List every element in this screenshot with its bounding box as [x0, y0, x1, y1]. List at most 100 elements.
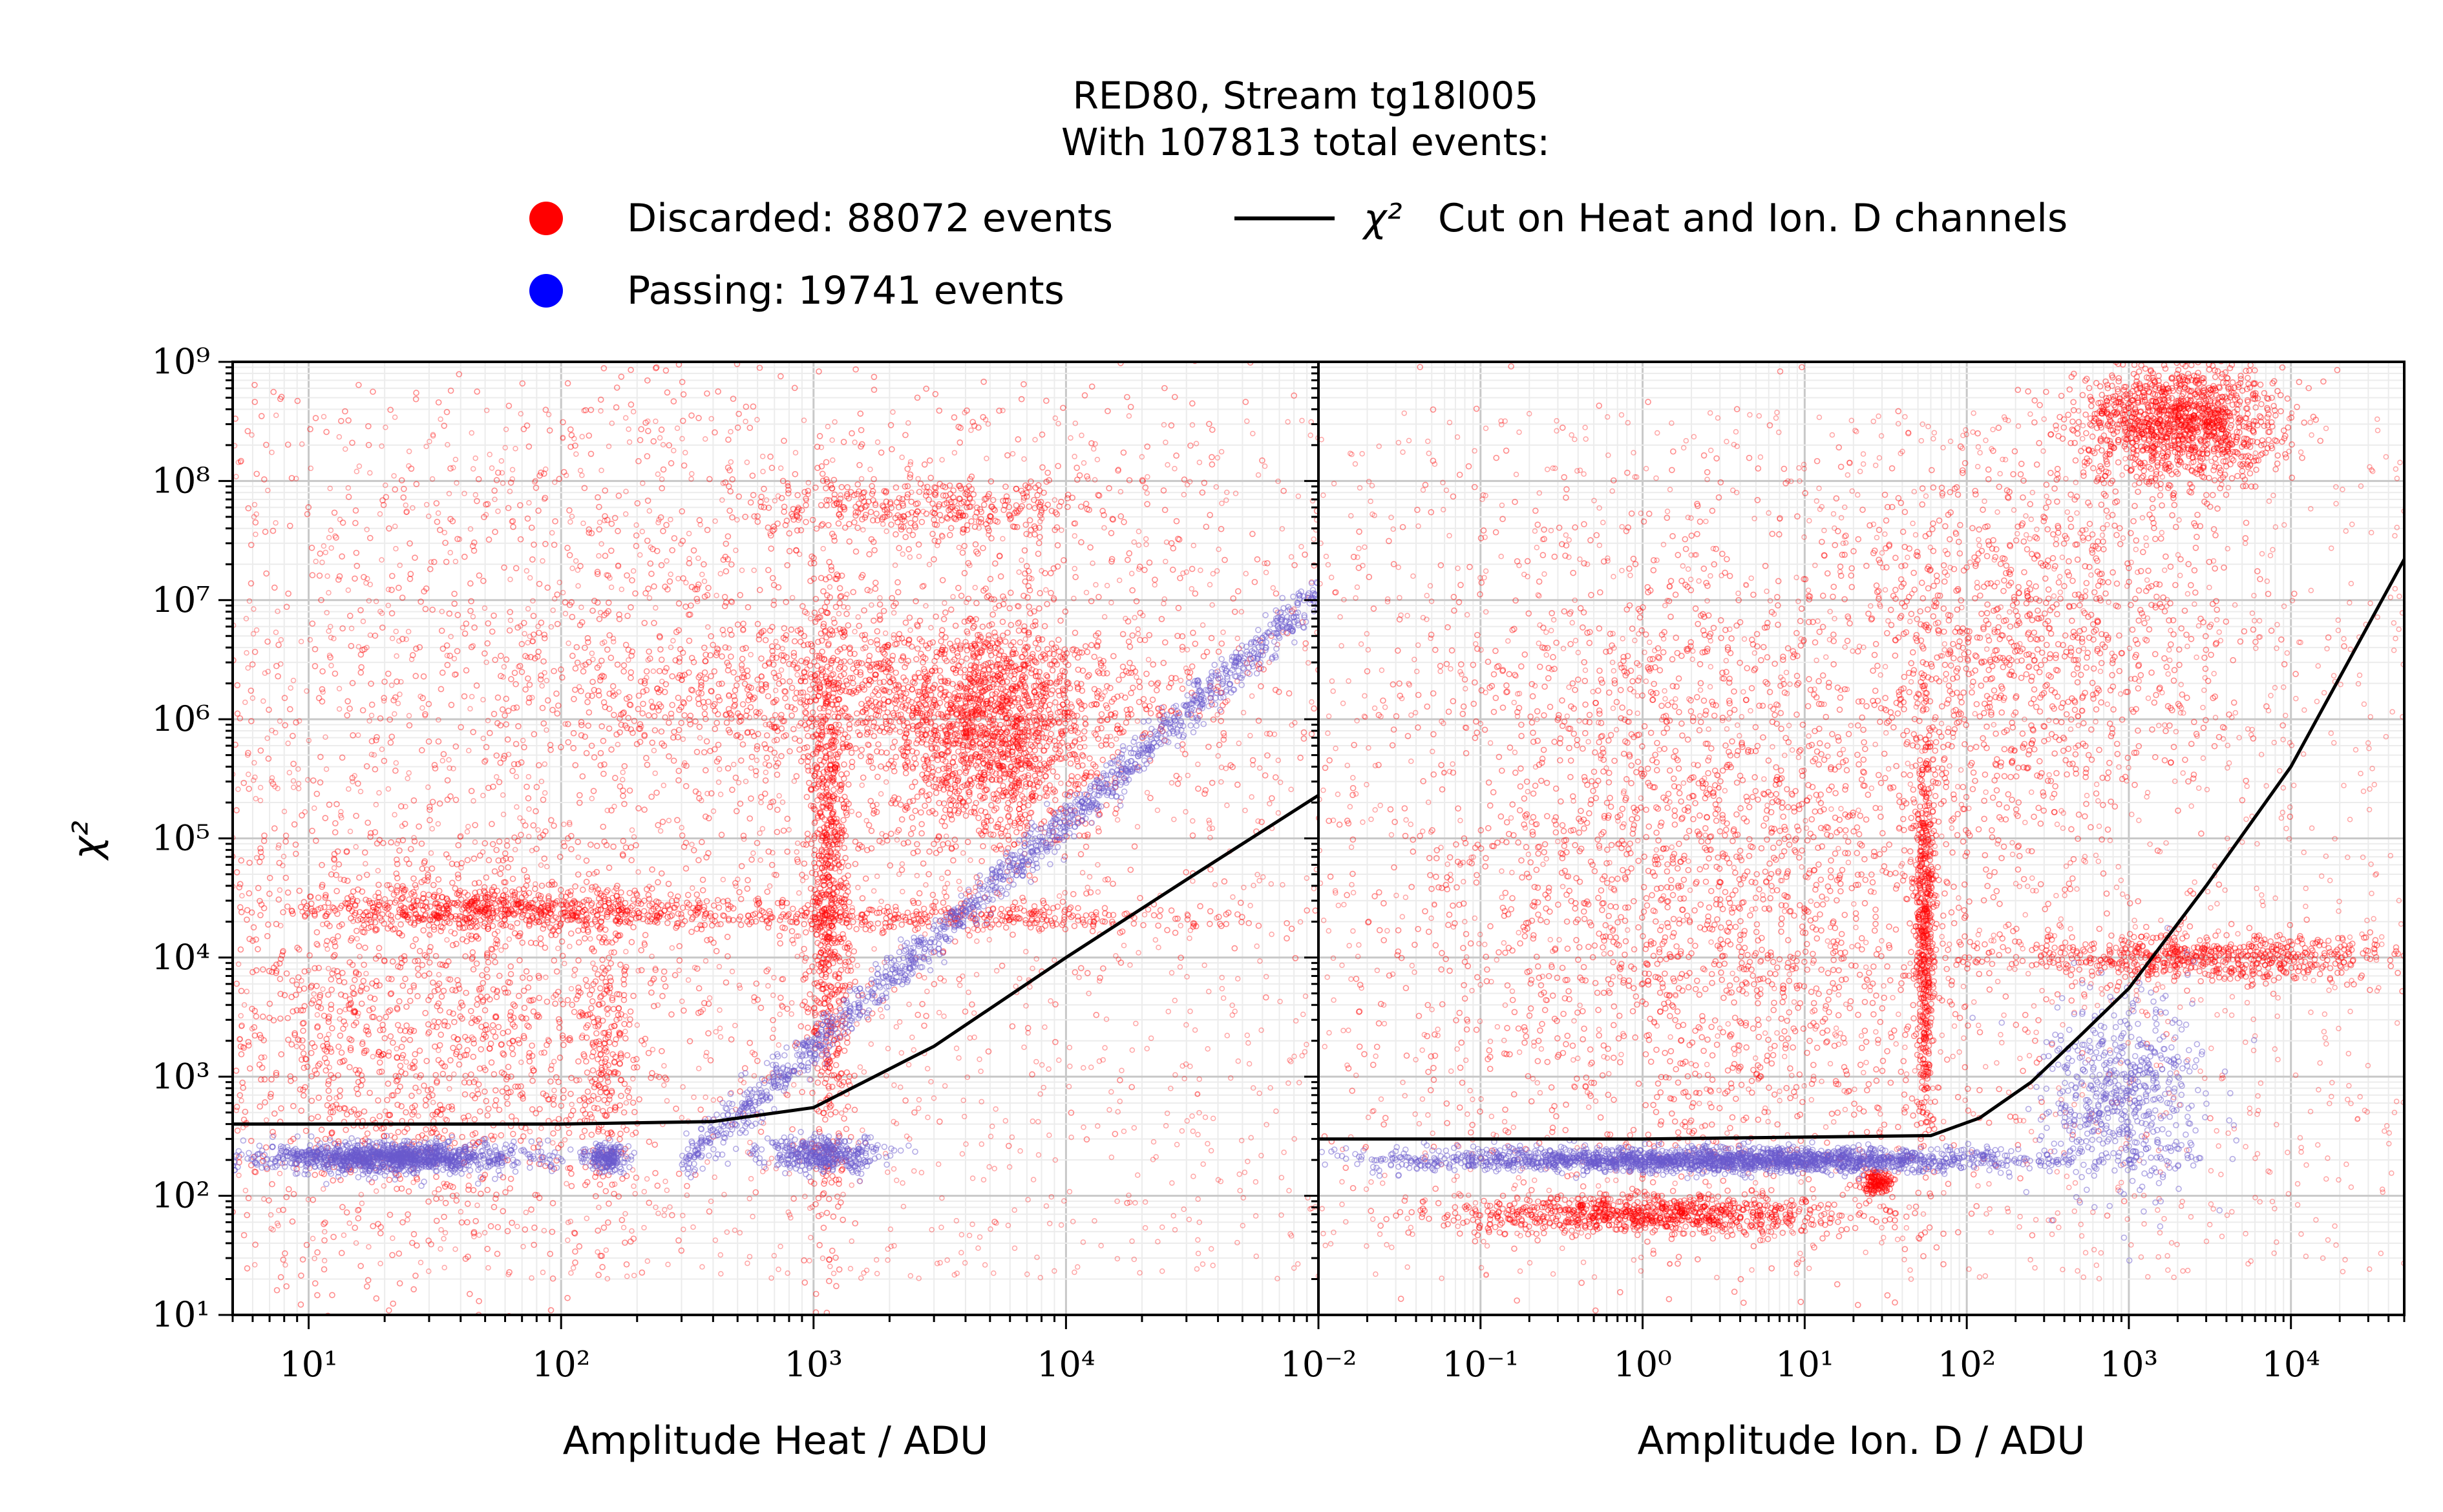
discarded-point [1023, 949, 1029, 955]
discarded-point [1181, 1206, 1187, 1212]
discarded-point [915, 1106, 922, 1111]
discarded-point [252, 774, 258, 781]
discarded-point [1090, 446, 1097, 452]
discarded-point [1209, 602, 1215, 608]
discarded-point [1296, 1080, 1302, 1086]
discarded-point [430, 1099, 436, 1106]
discarded-point [968, 427, 974, 434]
discarded-point [681, 1226, 686, 1232]
discarded-point [368, 751, 375, 757]
discarded-point [655, 1210, 661, 1217]
discarded-point [860, 646, 866, 652]
discarded-point [1309, 699, 1315, 705]
discarded-point [655, 1002, 661, 1008]
discarded-point [1113, 736, 1119, 742]
discarded-point [542, 908, 547, 914]
discarded-point [275, 785, 280, 792]
discarded-point [935, 543, 940, 549]
discarded-point [263, 1117, 270, 1123]
discarded-point [900, 689, 907, 696]
discarded-point [428, 850, 434, 856]
discarded-point [1161, 600, 1167, 607]
discarded-point [1210, 1115, 1216, 1122]
discarded-point [598, 541, 604, 547]
discarded-point [331, 967, 337, 973]
discarded-point [922, 931, 928, 937]
discarded-point [915, 476, 921, 482]
discarded-point [1198, 567, 1203, 573]
discarded-point [671, 448, 677, 454]
discarded-point [394, 1045, 400, 1052]
discarded-point [1131, 1256, 1137, 1263]
discarded-point [848, 963, 854, 969]
discarded-point [679, 677, 685, 684]
discarded-point [1093, 912, 1099, 918]
discarded-point [803, 498, 809, 503]
discarded-point [712, 518, 718, 524]
discarded-point [830, 1270, 837, 1276]
discarded-point [641, 1224, 647, 1231]
discarded-point [916, 553, 922, 560]
discarded-point [548, 624, 555, 630]
discarded-point [1304, 875, 1310, 881]
discarded-point [900, 745, 906, 751]
discarded-point [538, 862, 544, 868]
discarded-point [754, 417, 760, 423]
discarded-point [631, 1272, 637, 1279]
discarded-point [406, 713, 412, 719]
discarded-point [1179, 747, 1185, 753]
discarded-point [355, 1013, 361, 1019]
discarded-point [688, 476, 694, 482]
left-points [233, 362, 1318, 1315]
discarded-point [680, 1084, 686, 1090]
discarded-point [541, 1228, 547, 1234]
discarded-point [441, 1265, 447, 1270]
discarded-point [1281, 1150, 1287, 1155]
discarded-point [1052, 415, 1059, 421]
discarded-point [1229, 1002, 1235, 1009]
discarded-point [666, 817, 672, 824]
discarded-point [469, 430, 475, 436]
discarded-point [327, 624, 333, 629]
discarded-point [268, 1226, 274, 1232]
discarded-point [567, 1219, 573, 1224]
discarded-point [877, 594, 883, 601]
discarded-point [1095, 1123, 1101, 1129]
discarded-point [1260, 874, 1266, 880]
discarded-point [679, 824, 685, 831]
discarded-point [406, 448, 412, 454]
discarded-point [814, 881, 820, 888]
discarded-point [525, 655, 531, 660]
discarded-point [939, 457, 945, 463]
discarded-point [907, 1136, 913, 1142]
discarded-point [966, 1232, 973, 1239]
discarded-point [664, 1098, 670, 1104]
discarded-point [726, 692, 732, 698]
discarded-point [1129, 1238, 1135, 1244]
discarded-point [619, 586, 625, 593]
discarded-point [1184, 1118, 1190, 1124]
discarded-point [880, 927, 885, 933]
discarded-point [436, 717, 441, 723]
discarded-point [518, 411, 524, 417]
discarded-point [1295, 493, 1302, 499]
discarded-point [794, 954, 800, 960]
discarded-point [355, 644, 362, 650]
discarded-point [1172, 465, 1178, 472]
discarded-point [794, 933, 799, 939]
discarded-point [1052, 957, 1057, 963]
discarded-point [963, 1141, 969, 1147]
left-panel: 10¹ 10² 10³ 10⁴10¹10²10³10⁴10⁵10⁶10⁷10⁸10⁹ … [65, 341, 1320, 1464]
discarded-point [1258, 1027, 1264, 1033]
discarded-point [893, 715, 900, 721]
discarded-point [682, 760, 688, 766]
discarded-point [921, 583, 927, 589]
discarded-point [973, 972, 980, 978]
discarded-point [584, 1215, 590, 1221]
discarded-point [562, 1137, 568, 1143]
discarded-point [1169, 780, 1175, 786]
discarded-point [545, 412, 552, 417]
discarded-point [626, 426, 631, 432]
discarded-point [686, 556, 692, 562]
discarded-point [514, 1223, 520, 1230]
